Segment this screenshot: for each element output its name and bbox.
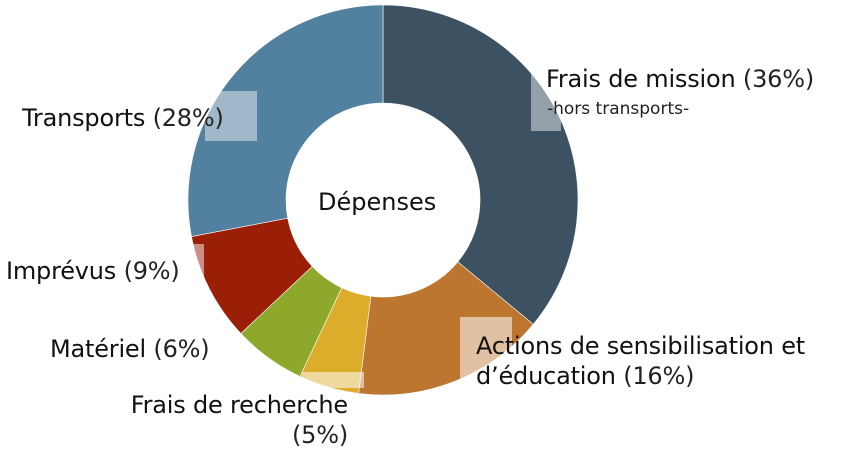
label-name: Imprévus — [6, 257, 117, 285]
center-label: Dépenses — [318, 188, 437, 216]
label-name: Transports — [22, 104, 146, 132]
slice-transports — [187, 4, 384, 237]
label-name: Actions de sensibilisation et d’éducatio… — [476, 332, 806, 390]
label-frais-de-mission: Frais de mission (36%) — [546, 64, 814, 94]
label-name: Matériel — [50, 335, 146, 363]
label-percent: (28%) — [152, 104, 224, 132]
label-name: Frais de mission — [546, 65, 736, 93]
label-box-frais-de-mission — [531, 69, 561, 131]
label-percent: (9%) — [123, 257, 180, 285]
label-box-imprevus — [192, 244, 204, 278]
label-actions-sensibilisation: Actions de sensibilisation et d’éducatio… — [476, 331, 846, 391]
label-materiel: Matériel (6%) — [50, 334, 210, 364]
label-box-recherche — [302, 372, 364, 388]
label-imprevus: Imprévus (9%) — [6, 256, 180, 286]
label-transports: Transports (28%) — [22, 103, 224, 133]
label-percent: (36%) — [742, 65, 814, 93]
label-percent: (16%) — [623, 362, 695, 390]
label-box-actions — [460, 317, 512, 379]
label-name: Frais de recherche — [130, 391, 348, 419]
label-box-transports — [205, 91, 257, 141]
label-frais-de-recherche: Frais de recherche (5%) — [108, 390, 348, 450]
label-percent: (5%) — [291, 421, 348, 449]
slice-frais-de-mission — [382, 4, 579, 325]
label-percent: (6%) — [153, 335, 210, 363]
label-note-hors-transports: -hors transports- — [547, 99, 690, 119]
